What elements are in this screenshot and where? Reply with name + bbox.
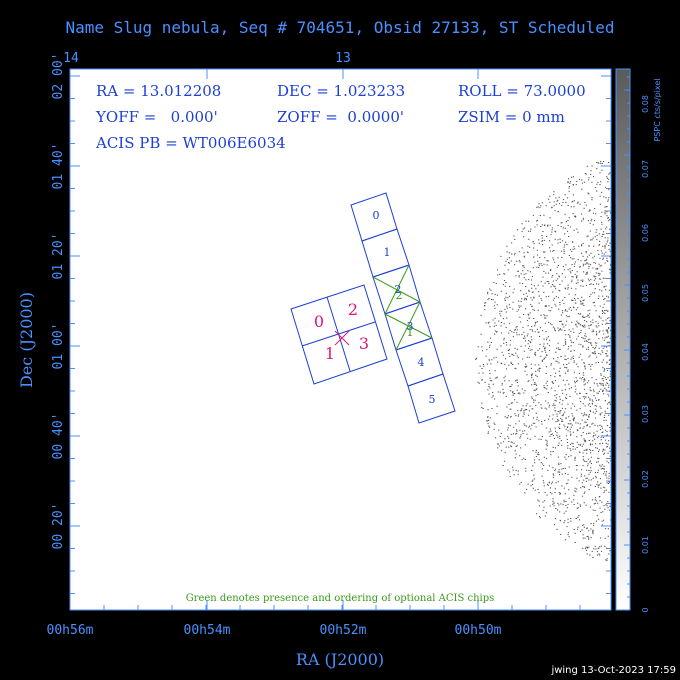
colorbar-label: PSPC cts/s/pixel — [653, 78, 662, 141]
hrc-quadrant-label: 2 — [348, 300, 358, 319]
aimpoint-cross-b — [334, 330, 350, 346]
acis-chip-label: 0 — [373, 209, 380, 222]
y-tick-label: 01 20' — [51, 233, 66, 280]
acis-chip-label: 2 — [395, 283, 402, 296]
x-axis-label: RA (J2000) — [296, 650, 384, 669]
hrc-quadrant-label: 0 — [314, 312, 324, 331]
optional-chip-2-cross-b — [384, 264, 410, 315]
dec-value: DEC = 1.023233 — [277, 82, 405, 100]
colorbar-tick-label: 0.03 — [641, 405, 650, 423]
y-tick-label: 00 20' — [51, 503, 66, 550]
aimpoint-marker — [334, 330, 350, 346]
acis-chip-5 — [407, 373, 456, 424]
colorbar-tick-label: 0.02 — [641, 470, 650, 488]
x-tick-label: 00h52m — [320, 623, 367, 638]
x-top-tick-label: 13 — [335, 51, 351, 66]
colorbar-tick-label: 0.01 — [641, 536, 650, 554]
acis-chip-label: 4 — [418, 356, 425, 369]
y-tick-label: 01 40' — [51, 143, 66, 190]
acis-pb-value: ACIS PB = WT006E6034 — [95, 134, 286, 152]
y-tick-label: 02 00' — [51, 53, 66, 100]
hrc-quadrant-label: 3 — [359, 334, 369, 353]
y-tick-label: 00 40' — [51, 413, 66, 460]
optional-order-label: 2 — [396, 289, 403, 302]
acis-chip-label: 3 — [407, 320, 414, 333]
x-tick-label: 00h56m — [47, 623, 94, 638]
colorbar-ticks — [624, 76, 630, 611]
y-axis-label: Dec (J2000) — [17, 292, 36, 388]
pointing-info: RA = 13.012208 DEC = 1.023233 ROLL = 73.… — [95, 82, 586, 152]
colorbar-tick-label: 0 — [641, 607, 650, 612]
axis-ticks — [69, 69, 611, 610]
x-top-tick-label: 14 — [63, 51, 79, 66]
zoff-value: ZOFF = 0.0000' — [277, 108, 404, 126]
optional-order-label: 1 — [407, 326, 414, 339]
colorbar-tick-label: 0.07 — [641, 160, 650, 178]
optional-chip-3-cross-b — [395, 301, 421, 351]
plot-title: Name Slug nebula, Seq # 704651, Obsid 27… — [65, 18, 615, 37]
colorbar-gradient — [615, 68, 631, 611]
optional-chips-note: Green denotes presence and ordering of o… — [186, 593, 495, 604]
hrc-outline — [290, 284, 388, 385]
optional-chip-markers — [372, 264, 433, 351]
colorbar-tick-label: 0.04 — [641, 343, 650, 361]
timestamp-footer: jwing 13-Oct-2023 17:59 — [551, 665, 676, 676]
acis-chip-label: 5 — [429, 393, 436, 406]
emission-stipple — [475, 155, 611, 561]
zsim-value: ZSIM = 0 mm — [458, 108, 565, 126]
roll-value: ROLL = 73.0000 — [458, 82, 586, 100]
x-tick-label: 00h54m — [184, 623, 231, 638]
colorbar-tick-label: 0.08 — [641, 95, 650, 113]
hrc-quadrant-label: 1 — [325, 344, 335, 363]
ra-value: RA = 13.012208 — [96, 82, 221, 100]
diffuse-emission — [475, 155, 611, 561]
colorbar: 0 0.01 0.02 0.03 0.04 0.05 0.06 0.07 0.0… — [615, 68, 662, 613]
colorbar-tick-label: 0.05 — [641, 284, 650, 302]
y-tick-label: 01 00' — [51, 323, 66, 370]
yoff-value: YOFF = 0.000' — [95, 108, 218, 126]
x-tick-label: 00h50m — [455, 623, 502, 638]
acis-chip-label: 1 — [384, 246, 391, 259]
colorbar-tick-label: 0.06 — [641, 224, 650, 242]
